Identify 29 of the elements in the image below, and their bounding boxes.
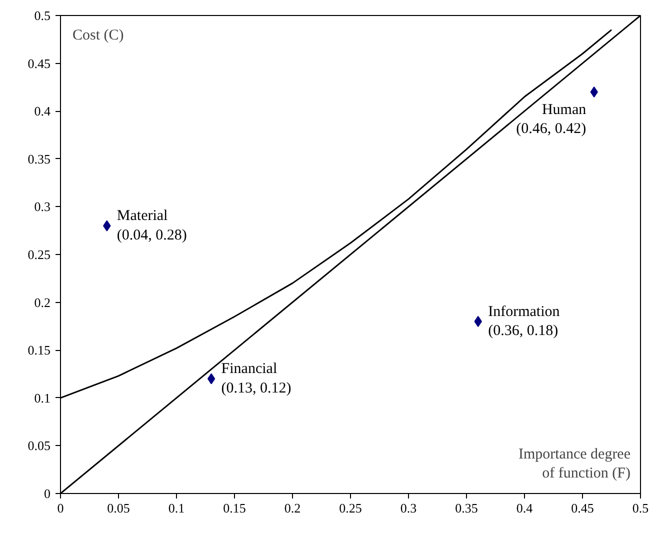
x-tick-label: 0.5: [632, 500, 649, 516]
y-tick-label: 0.1: [34, 390, 50, 406]
annotation: Material (0.04, 0.28): [116, 208, 187, 244]
y-tick-label: 0.15: [28, 342, 50, 358]
y-tick-label: 0.5: [34, 8, 50, 23]
y-tick-label: 0.4: [34, 104, 51, 119]
x-tick-label: 0.45: [571, 500, 594, 516]
x-tick-label: 0.35: [455, 500, 478, 516]
x-tick-label: 0.05: [107, 500, 130, 516]
x-tick-label: 0.4: [516, 500, 534, 516]
x-tick-label: 0.2: [284, 500, 301, 516]
annotation: Financial (0.13, 0.12): [221, 361, 292, 396]
x-tick-label: 0.15: [223, 500, 246, 516]
point: [207, 373, 216, 384]
y-axis-title: Cost (C): [72, 28, 124, 44]
x-axis-title: Importance degree of function (F): [518, 446, 631, 482]
annotation: Human (0.46, 0.42): [516, 102, 587, 138]
x-tick-label: 0.3: [400, 500, 417, 516]
y-tick-label: 0.35: [28, 151, 50, 166]
y-tick-label: 0.3: [34, 199, 50, 214]
y-tick-label: 0: [44, 486, 50, 501]
annotation: Information (0.36, 0.18): [488, 304, 560, 340]
x-tick-label: 0.25: [339, 500, 362, 516]
x-tick-label: 0.1: [168, 500, 185, 516]
y-tick-label: 0.25: [28, 247, 50, 262]
x-tick-label: 0: [57, 500, 64, 516]
y-tick-label: 0.45: [28, 56, 50, 71]
y-tick-label: 0.2: [34, 294, 50, 310]
y-tick-label: 0.05: [28, 438, 50, 454]
